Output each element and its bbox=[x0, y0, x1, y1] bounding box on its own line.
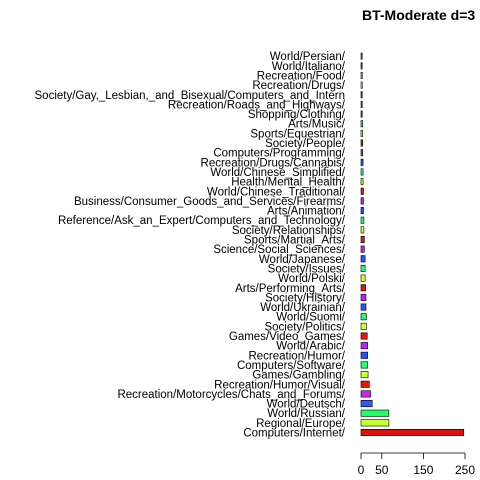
category-label: World/Ukrainian/ bbox=[260, 302, 346, 314]
category-label: World/Chinese_Simplified/ bbox=[210, 167, 345, 179]
category-label: Science/Social_Sciences/ bbox=[213, 244, 345, 256]
category-label: Recreation/Humor/ bbox=[248, 350, 345, 362]
bar bbox=[360, 226, 365, 234]
bar bbox=[360, 332, 368, 340]
bar bbox=[360, 100, 363, 108]
category-label: Regional/Europe/ bbox=[256, 418, 346, 430]
bar bbox=[360, 207, 364, 215]
bar bbox=[360, 293, 367, 301]
category-label: Society/Politics/ bbox=[264, 321, 345, 333]
category-label: Games/Gambling/ bbox=[252, 370, 345, 382]
bar bbox=[360, 187, 364, 195]
category-label: Reference/Ask_an_Expert/Computers_and_Te… bbox=[58, 215, 346, 227]
category-label: World/Suomi/ bbox=[276, 312, 346, 324]
bar bbox=[360, 139, 363, 147]
category-label: Society/People/ bbox=[265, 138, 346, 150]
bar bbox=[360, 120, 363, 128]
bar bbox=[360, 400, 373, 408]
category-label: Recreation/Drugs/Cannabis/ bbox=[201, 157, 346, 169]
bar bbox=[360, 380, 370, 388]
x-tick-label: 150 bbox=[413, 463, 433, 477]
bar bbox=[360, 168, 364, 176]
bar bbox=[360, 303, 367, 311]
bars-group bbox=[360, 52, 465, 436]
x-tick-label: 50 bbox=[375, 463, 389, 477]
x-tick-label: 250 bbox=[455, 463, 475, 477]
bar bbox=[360, 81, 363, 89]
category-label: Arts/Music/ bbox=[288, 119, 346, 131]
bar bbox=[360, 178, 364, 186]
bar bbox=[360, 197, 364, 205]
category-label: Recreation/Motorcycles/Chats_and_Forums/ bbox=[117, 389, 345, 401]
category-label: Arts/Performing_Arts/ bbox=[235, 283, 346, 295]
category-label: Recreation/Roads_and_Highways/ bbox=[168, 99, 346, 111]
bar bbox=[360, 52, 363, 60]
bar bbox=[360, 62, 363, 70]
category-label: Health/Mental_Health/ bbox=[231, 177, 346, 189]
category-label: World/Deutsch/ bbox=[267, 399, 346, 411]
category-label: Recreation/Humor/Visual/ bbox=[214, 379, 346, 391]
bar bbox=[360, 274, 366, 282]
category-label: Society/Relationships/ bbox=[232, 225, 346, 237]
bar bbox=[360, 313, 367, 321]
category-label: World/Japanese/ bbox=[259, 254, 346, 266]
bar bbox=[360, 110, 363, 118]
bar bbox=[360, 129, 363, 137]
category-label: World/Italiano/ bbox=[272, 61, 346, 73]
bar bbox=[360, 361, 368, 369]
category-label: Computers/Programming/ bbox=[213, 148, 345, 160]
bar bbox=[360, 409, 390, 417]
bar bbox=[360, 351, 368, 359]
category-label: World/Chinese_Traditional/ bbox=[207, 186, 346, 198]
bar bbox=[360, 419, 390, 427]
category-label: Recreation/Food/ bbox=[257, 70, 346, 82]
bar bbox=[360, 371, 369, 379]
bar bbox=[360, 255, 366, 263]
category-label: World/Russian/ bbox=[267, 408, 346, 420]
category-label: Society/Gay,_Lesbian,_and_Bisexual/Compu… bbox=[35, 90, 345, 102]
category-label: Arts/Animation/ bbox=[267, 206, 346, 218]
bar bbox=[360, 342, 368, 350]
category-label: Computers/Internet/ bbox=[243, 428, 345, 440]
category-label: Sports/Equestrian/ bbox=[250, 128, 345, 140]
bar bbox=[360, 158, 364, 166]
bar bbox=[360, 284, 366, 292]
chart-title: BT-Moderate d=3 bbox=[362, 7, 475, 23]
category-label: Business/Consumer_Goods_and_Services/Fir… bbox=[74, 196, 346, 208]
bar bbox=[360, 245, 365, 253]
category-label: Sports/Martial_Arts/ bbox=[244, 235, 346, 247]
category-label: World/Persian/ bbox=[270, 51, 346, 63]
bar bbox=[360, 216, 365, 224]
category-label: Shopping/Clothing/ bbox=[248, 109, 346, 121]
category-label: World/Polski/ bbox=[278, 273, 346, 285]
bar bbox=[360, 149, 363, 157]
category-label: Games/Video_Games/ bbox=[229, 331, 346, 343]
bar bbox=[360, 264, 366, 272]
category-labels-group: Computers/Internet/Regional/Europe/World… bbox=[35, 51, 346, 439]
bar bbox=[360, 91, 363, 99]
category-label: Recreation/Drugs/ bbox=[252, 80, 345, 92]
bar bbox=[360, 322, 367, 330]
bar bbox=[360, 390, 371, 398]
category-label: Society/Issues/ bbox=[268, 263, 346, 275]
bar bbox=[360, 71, 363, 79]
category-label: Computers/Software/ bbox=[237, 360, 346, 372]
x-tick-label: 0 bbox=[358, 463, 365, 477]
category-label: World/Arabic/ bbox=[276, 341, 346, 353]
category-label: Society/History/ bbox=[265, 292, 346, 304]
bar bbox=[360, 428, 465, 436]
x-axis: 0 50 150 250 bbox=[358, 452, 475, 477]
bar bbox=[360, 236, 365, 244]
